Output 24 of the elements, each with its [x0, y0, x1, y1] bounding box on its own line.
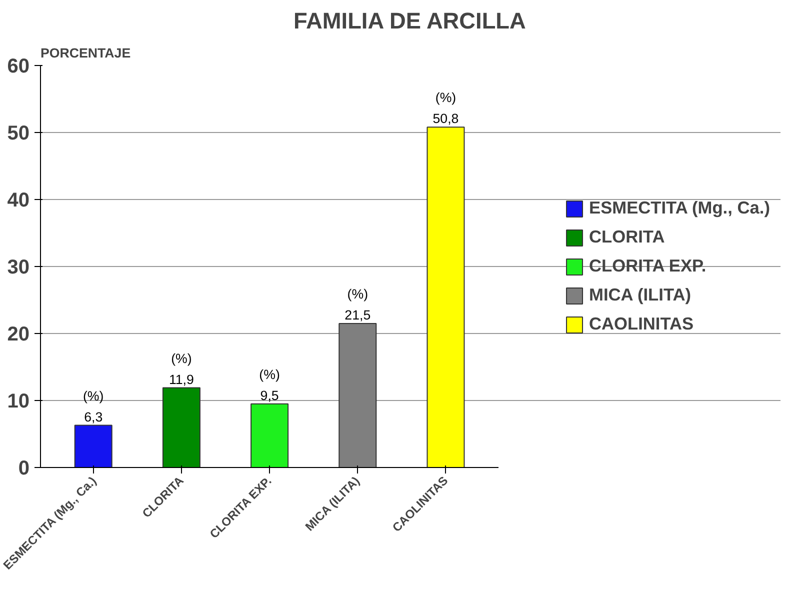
y-tick-label: 0	[18, 458, 30, 480]
y-tick-label: 10	[7, 390, 30, 412]
annotation: (%)	[435, 90, 456, 106]
y-tick-label: 40	[7, 190, 30, 212]
legend-label: MICA (ILITA)	[589, 284, 692, 306]
chart-title: FAMILIA DE ARCILLA	[293, 8, 526, 34]
annotation: (%)	[347, 286, 368, 302]
y-tick-label: 20	[7, 324, 30, 346]
legend-label: CAOLINITAS	[589, 314, 694, 334]
annotation: (%)	[82, 388, 104, 404]
legend-label: CLORITA	[589, 226, 665, 248]
y-tick-label: 30	[7, 256, 30, 278]
y-axis-title: PORCENTAJE	[40, 46, 131, 60]
y-tick-label: 50	[7, 122, 30, 144]
data-label: 9,5	[260, 388, 279, 403]
legend-label: ESMECTITA (Mg., Ca.)	[589, 198, 770, 218]
annotation: (%)	[259, 366, 280, 382]
data-label: 11,9	[168, 372, 194, 387]
data-label: 6,3	[84, 409, 103, 424]
legend-label: CLORITA EXP.	[589, 256, 706, 276]
annotation: (%)	[171, 350, 192, 366]
data-label: 21,5	[344, 307, 371, 322]
data-label: 50,8	[432, 111, 459, 126]
y-tick-label: 60	[7, 56, 30, 78]
